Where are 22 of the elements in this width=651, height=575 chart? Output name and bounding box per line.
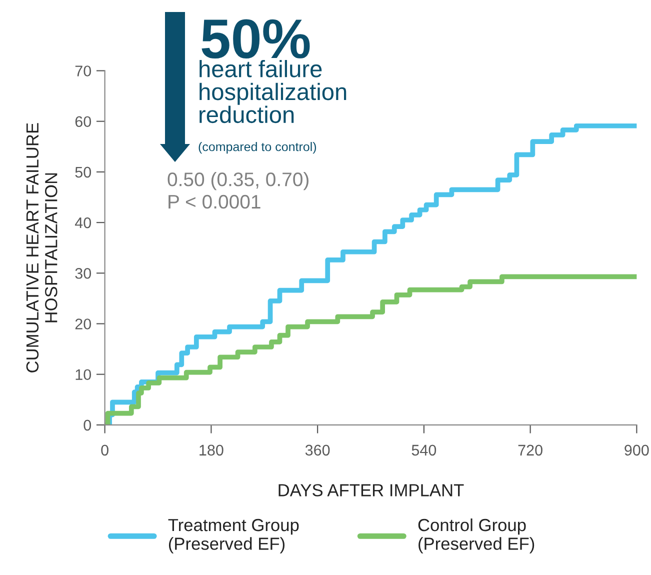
annotation: 0.50 (0.35, 0.70) P < 0.0001 — [168, 172, 308, 209]
y-tick-label: 60 — [75, 116, 92, 128]
y-axis-title: CUMULATIVE HEART FAILURE HOSPITALIZATION — [26, 123, 58, 372]
x-tick-label: 720 — [518, 444, 542, 456]
y-tick-label: 40 — [74, 217, 92, 228]
y-tick-label: 0 — [84, 420, 92, 431]
legend-label: Treatment Group (Preserved EF) — [168, 518, 299, 554]
x-axis-title: DAYS AFTER IMPLANT — [278, 484, 464, 496]
y-tick-label: 50 — [75, 166, 92, 178]
annotation: heart failure hospitalization reduction — [200, 60, 346, 124]
y-tick-label: 20 — [75, 318, 92, 330]
x-tick-label: 540 — [412, 444, 436, 456]
x-tick-label: 900 — [624, 444, 649, 456]
x-tick-label: 0 — [101, 444, 108, 456]
x-tick-label: 180 — [200, 444, 224, 456]
x-tick-label: 360 — [305, 444, 330, 456]
legend-label: Control Group (Preserved EF) — [418, 518, 534, 554]
y-tick-label: 70 — [75, 66, 92, 76]
text: 50% — [202, 19, 310, 59]
y-tick-label: 10 — [76, 369, 92, 380]
y-tick-label: 30 — [75, 268, 92, 279]
annotation: (compared to control) — [198, 142, 316, 154]
